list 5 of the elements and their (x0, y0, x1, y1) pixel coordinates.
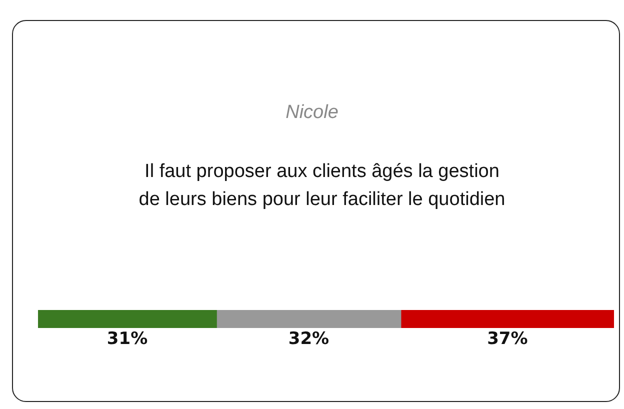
data-label: 37% (487, 328, 528, 349)
chart-title: Nicole (284, 102, 340, 124)
data-label: 32% (288, 328, 330, 349)
chart-subtitle: Il faut proposer aux clients âgés la gestion de leurs biens pour leur faciliter le quotidien (138, 160, 506, 212)
data-label: 31% (106, 328, 148, 349)
